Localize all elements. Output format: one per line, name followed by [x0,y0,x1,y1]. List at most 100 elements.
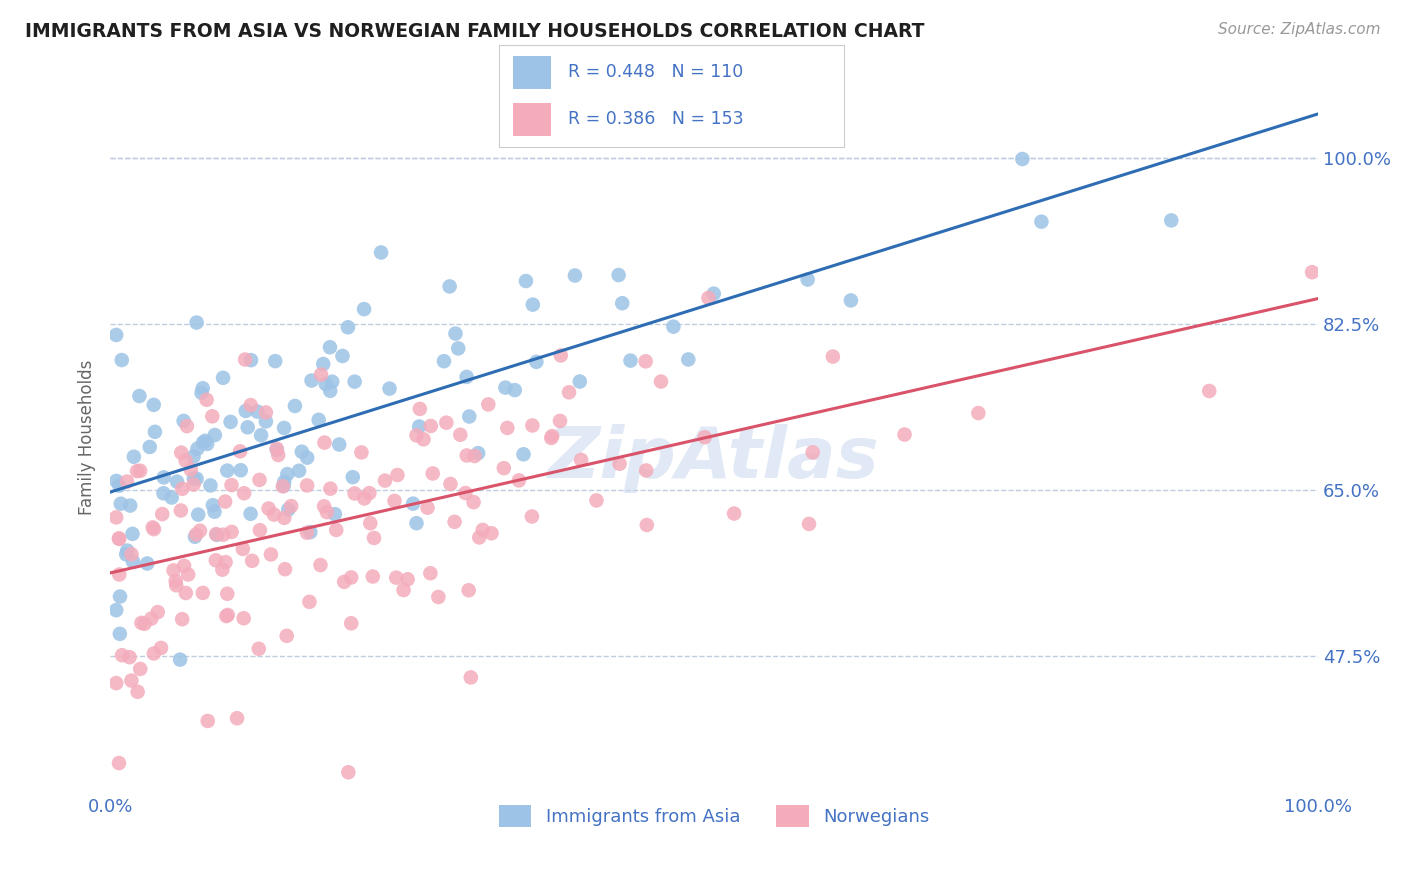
Point [456,370,478,384]
Point [273,475,295,489]
Point [503,383,526,397]
Point [266,442,288,456]
Point [374,474,396,488]
Point [471,523,494,537]
Point [723,507,745,521]
Point [1031,215,1053,229]
Point [273,479,295,493]
Point [247,641,270,656]
Point [115,547,138,561]
Point [191,435,214,450]
Point [405,428,427,442]
Point [449,427,471,442]
Point [194,434,217,448]
Point [204,505,226,519]
Point [662,319,685,334]
Point [139,440,162,454]
Point [122,555,145,569]
Point [312,357,335,371]
Point [131,615,153,630]
Point [316,505,339,519]
Point [295,525,318,540]
Point [232,541,254,556]
Point [1198,384,1220,398]
Point [108,627,131,641]
Point [142,520,165,534]
Point [359,486,381,500]
Point [204,428,226,442]
Text: IMMIGRANTS FROM ASIA VS NORWEGIAN FAMILY HOUSEHOLDS CORRELATION CHART: IMMIGRANTS FROM ASIA VS NORWEGIAN FAMILY… [25,22,925,41]
Point [319,384,342,398]
Point [340,616,363,631]
Point [264,354,287,368]
Point [105,510,128,524]
Point [183,472,205,486]
Point [170,445,193,459]
Point [333,574,356,589]
Point [165,578,187,592]
Point [267,448,290,462]
Point [191,586,214,600]
Point [309,368,332,382]
Point [180,463,202,477]
Point [315,376,337,391]
Point [254,405,277,419]
Point [522,298,544,312]
Point [295,478,318,492]
Point [308,413,330,427]
Point [108,532,131,546]
Point [233,352,256,367]
Point [239,507,262,521]
Point [456,449,478,463]
Point [122,450,145,464]
Point [464,449,486,463]
Point [105,328,128,343]
Point [387,468,409,483]
Point [276,467,298,482]
Point [422,467,444,481]
Y-axis label: Family Households: Family Households [79,360,96,516]
Point [314,435,336,450]
Point [558,385,581,400]
Point [129,464,152,478]
Point [434,416,457,430]
Point [195,392,218,407]
Point [121,547,143,561]
Text: Source: ZipAtlas.com: Source: ZipAtlas.com [1218,22,1381,37]
Point [439,477,461,491]
Point [693,430,716,444]
Point [205,528,228,542]
Point [319,340,342,354]
Point [250,428,273,442]
Point [229,463,252,477]
Point [568,375,591,389]
Point [839,293,862,308]
Point [458,409,481,424]
Point [191,381,214,395]
Point [801,445,824,459]
Point [271,479,294,493]
Point [1011,152,1033,166]
Point [564,268,586,283]
Point [127,464,149,478]
Point [353,491,375,506]
Point [301,374,323,388]
Point [1160,213,1182,227]
Point [201,498,224,512]
Point [221,478,243,492]
Point [416,500,439,515]
Point [291,444,314,458]
Point [214,555,236,569]
Point [893,427,915,442]
Point [212,527,235,541]
Point [217,607,239,622]
Point [350,445,373,459]
Point [240,554,263,568]
Point [188,524,211,538]
Point [569,453,592,467]
Point [141,612,163,626]
Point [697,291,720,305]
Point [162,563,184,577]
Point [214,494,236,508]
Point [636,463,658,477]
